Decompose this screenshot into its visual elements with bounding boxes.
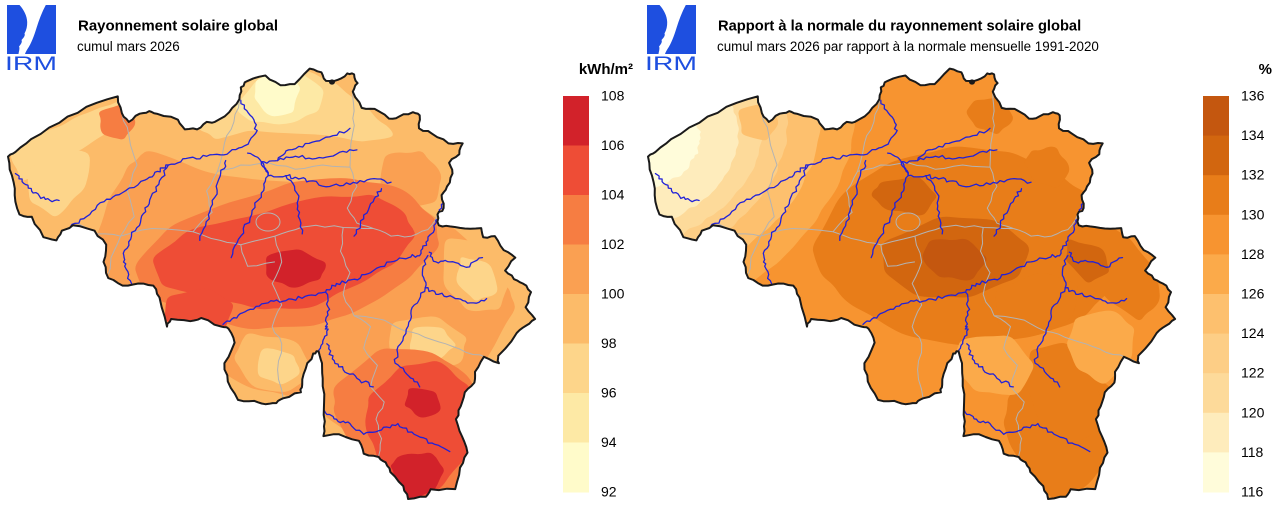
svg-text:108: 108 xyxy=(601,88,625,104)
svg-text:%: % xyxy=(1259,61,1272,78)
svg-text:122: 122 xyxy=(1241,365,1265,381)
svg-text:100: 100 xyxy=(601,286,625,302)
svg-text:136: 136 xyxy=(1241,88,1265,104)
svg-text:124: 124 xyxy=(1241,325,1265,341)
svg-text:106: 106 xyxy=(601,137,625,153)
svg-text:102: 102 xyxy=(601,236,625,252)
svg-text:Rapport à la normale du rayonn: Rapport à la normale du rayonnement sola… xyxy=(718,19,1081,35)
svg-text:kWh/m²: kWh/m² xyxy=(579,61,633,78)
svg-text:104: 104 xyxy=(601,187,625,203)
svg-text:IRM: IRM xyxy=(645,53,697,75)
svg-text:130: 130 xyxy=(1241,206,1265,222)
svg-text:92: 92 xyxy=(601,484,617,500)
svg-text:120: 120 xyxy=(1241,404,1265,420)
svg-text:118: 118 xyxy=(1241,444,1264,460)
svg-text:IRM: IRM xyxy=(5,53,57,75)
svg-text:98: 98 xyxy=(601,335,617,351)
svg-text:cumul mars 2026: cumul mars 2026 xyxy=(77,39,180,54)
svg-text:Rayonnement solaire global: Rayonnement solaire global xyxy=(78,18,278,35)
svg-text:128: 128 xyxy=(1241,246,1265,262)
svg-text:126: 126 xyxy=(1241,286,1265,302)
svg-text:116: 116 xyxy=(1241,484,1264,500)
svg-text:cumul mars 2026 par rapport à: cumul mars 2026 par rapport à la normale… xyxy=(717,39,1099,54)
svg-text:134: 134 xyxy=(1241,127,1265,143)
svg-text:96: 96 xyxy=(601,385,617,401)
svg-text:132: 132 xyxy=(1241,167,1265,183)
svg-text:94: 94 xyxy=(601,434,617,450)
